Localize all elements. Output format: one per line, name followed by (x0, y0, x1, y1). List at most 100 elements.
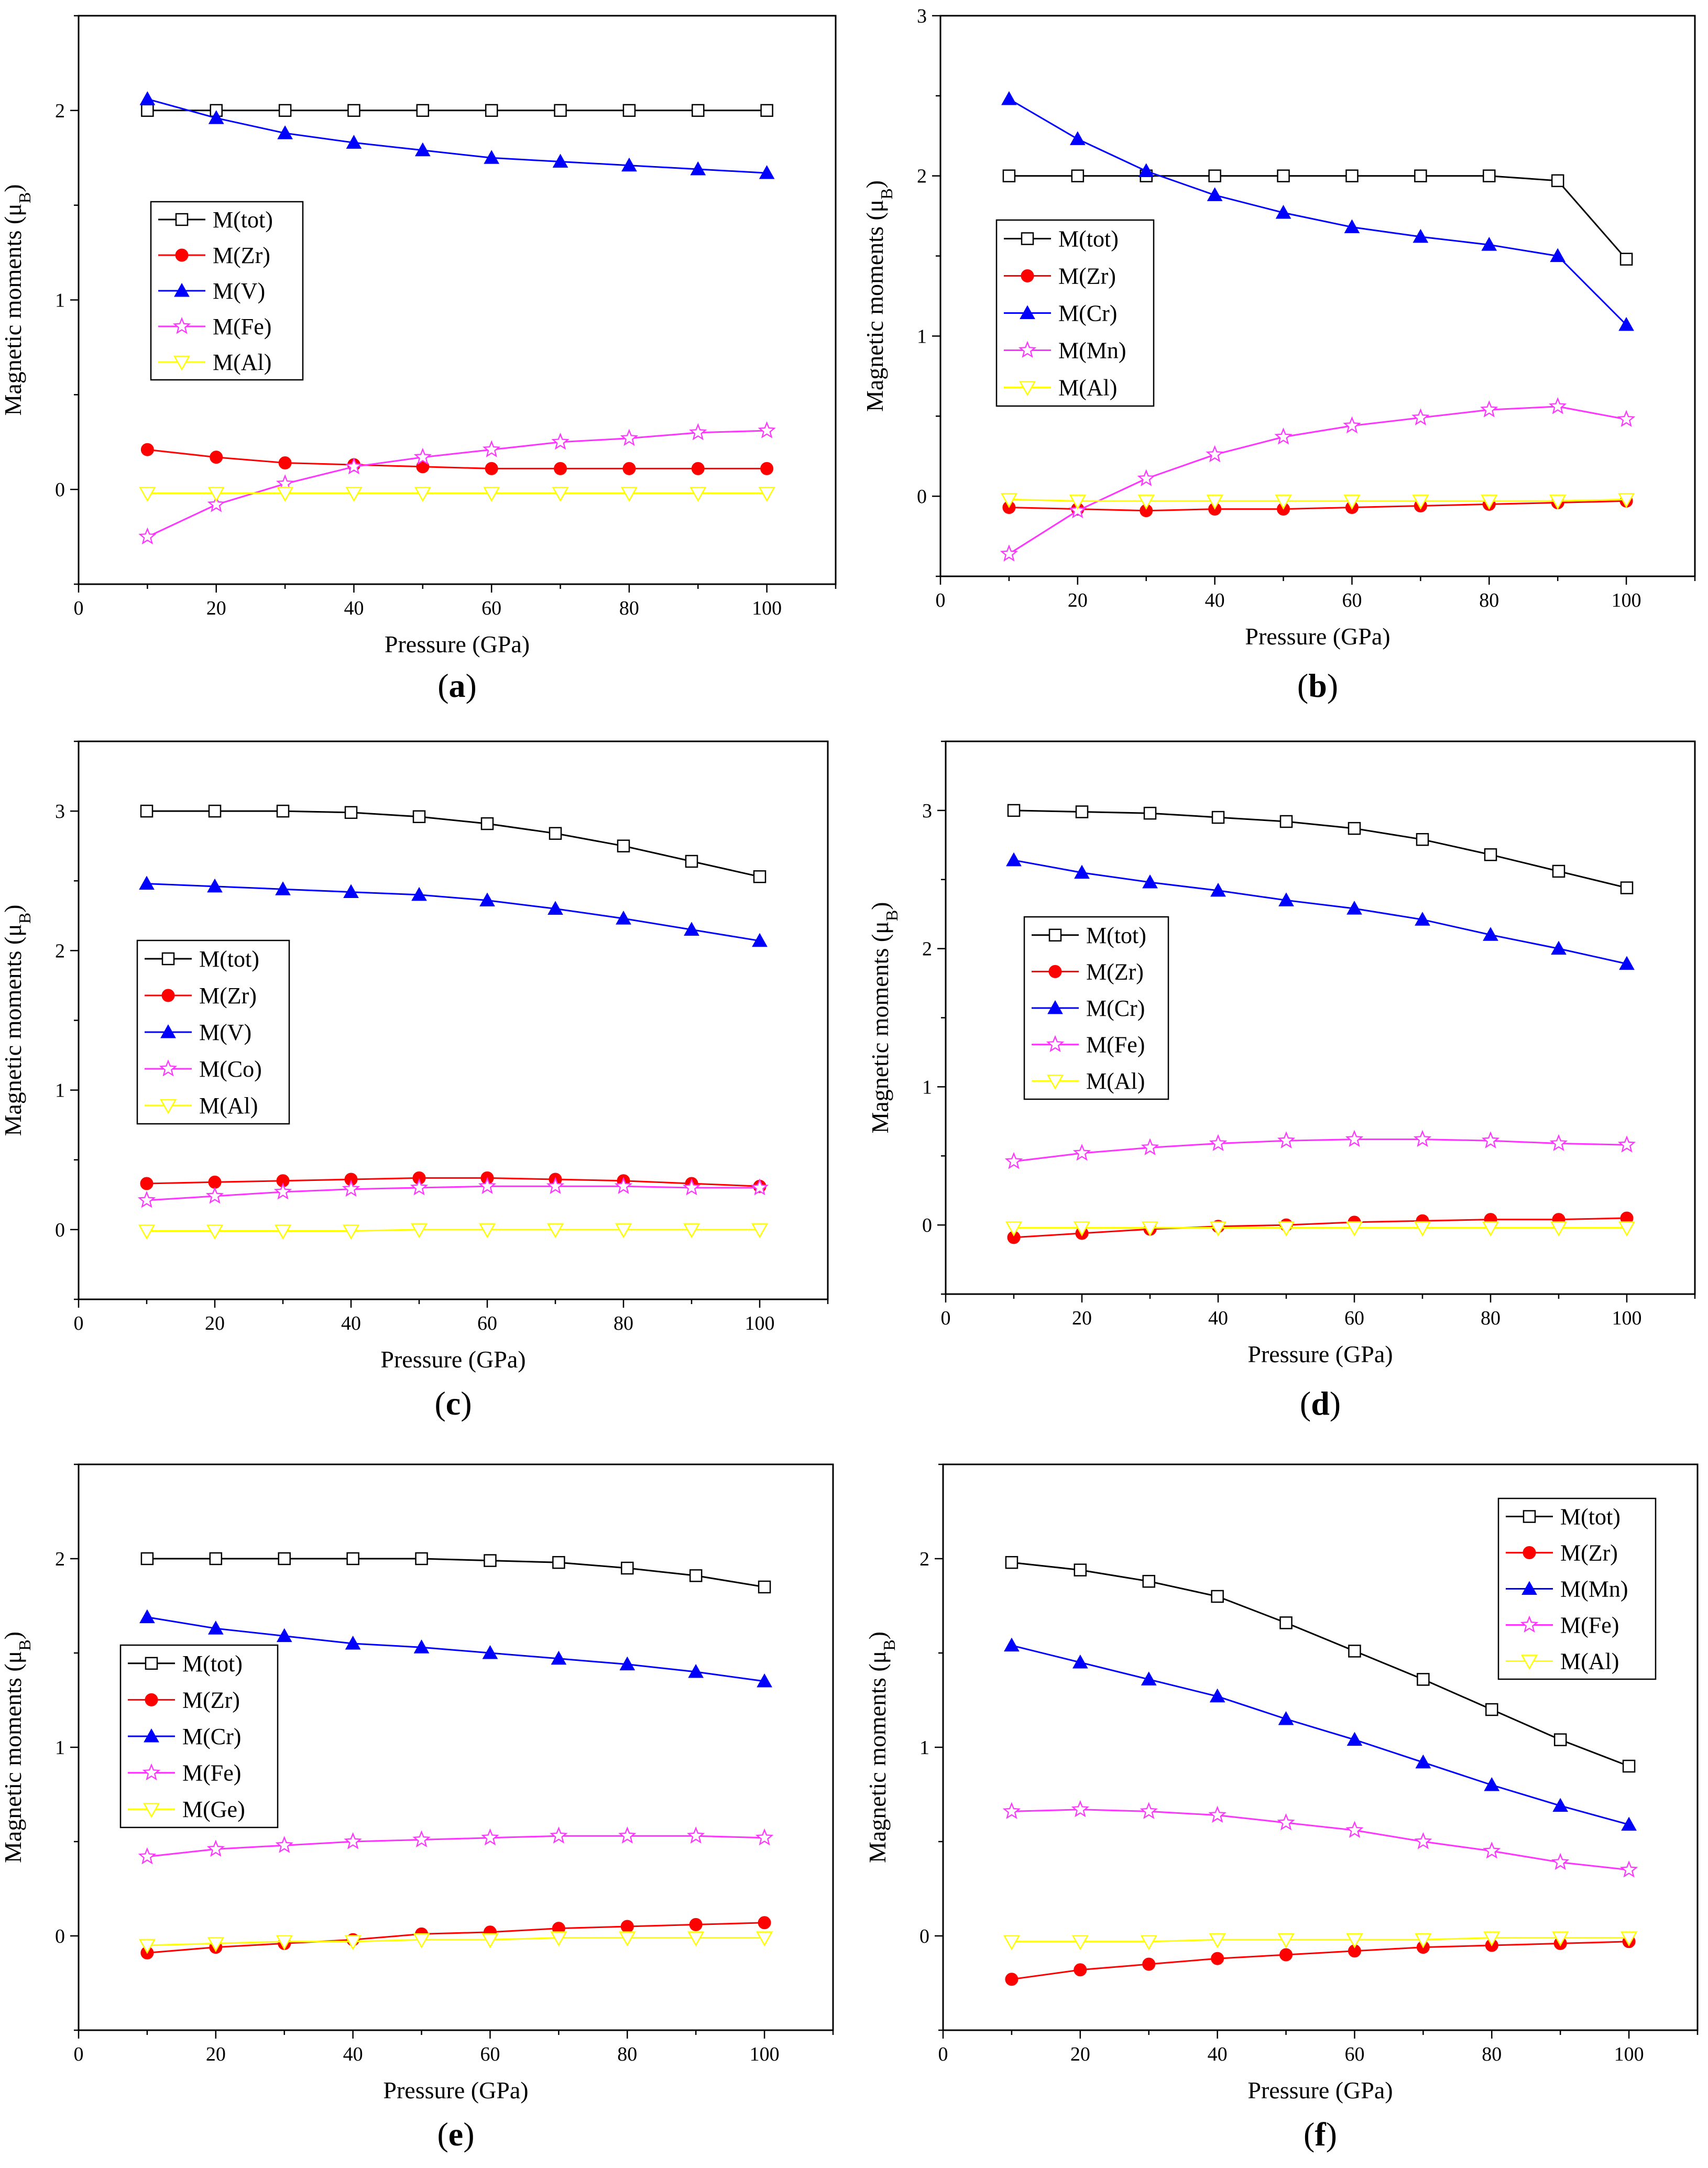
legend: M(tot) M(Zr) M(Cr) M(Mn) M(Al) (995, 219, 1155, 407)
data-point (138, 1847, 157, 1865)
data-point (141, 104, 154, 117)
x-axis-label: Pressure (GPa) (383, 2077, 528, 2104)
data-point (620, 1920, 634, 1933)
legend-label: M(Fe) (213, 314, 271, 340)
data-point (1345, 1821, 1364, 1838)
y-axis-label: Magnetic moments (μB) (0, 904, 34, 1136)
data-point (1074, 1963, 1087, 1977)
legend-label: M(tot) (1560, 1504, 1621, 1530)
data-point (208, 110, 224, 124)
x-tick-label: 80 (614, 1312, 633, 1334)
x-tick-label: 100 (1612, 589, 1641, 611)
data-point (614, 1177, 633, 1194)
x-tick-label: 80 (1482, 2043, 1502, 2065)
data-point (1071, 1935, 1089, 1951)
data-point (1068, 501, 1087, 519)
legend-label: M(V) (199, 1020, 251, 1045)
data-point (689, 1918, 703, 1931)
series-line (1013, 1138, 1627, 1163)
data-point (1413, 1130, 1432, 1147)
data-point (1484, 1777, 1500, 1791)
data-point (137, 1190, 156, 1208)
y-tick-label: 2 (55, 1548, 65, 1570)
y-tick-label: 2 (55, 940, 65, 962)
data-point (1483, 927, 1498, 941)
data-point (484, 150, 500, 164)
data-point (752, 933, 768, 947)
legend-marker (159, 1059, 178, 1077)
legend-label: M(Zr) (1560, 1540, 1618, 1566)
data-point (274, 1224, 292, 1240)
data-point (1211, 811, 1225, 824)
data-point (207, 878, 223, 893)
legend-label: M(tot) (1086, 923, 1146, 948)
data-point (1071, 169, 1085, 182)
data-point (483, 487, 500, 502)
series-M(Zr) (140, 443, 774, 475)
legend-marker (142, 1763, 161, 1781)
legend-marker (159, 1099, 177, 1114)
data-point (550, 1826, 568, 1844)
panel-b: 0 20 40 60 80 100 0 1 2 3 Pressure (GPa) Magnetic m… (861, 5, 1696, 704)
legend-label: M(Al) (1086, 1068, 1145, 1094)
data-point (1552, 1931, 1569, 1947)
x-tick-label: 80 (617, 2043, 637, 2065)
data-point (1277, 1813, 1295, 1831)
data-point (273, 1182, 292, 1200)
data-point (1415, 912, 1430, 926)
series-M(Fe) (1002, 1800, 1638, 1878)
data-point (622, 462, 636, 475)
panel-caption: (b) (1297, 667, 1338, 704)
x-tick-label: 100 (752, 597, 782, 619)
x-tick-label: 40 (344, 597, 364, 619)
data-point (413, 1933, 430, 1948)
legend-label: M(Cr) (1058, 301, 1117, 326)
x-tick-label: 0 (74, 1312, 84, 1334)
data-point (1137, 495, 1155, 510)
data-point (345, 487, 363, 502)
data-point (1004, 1637, 1020, 1652)
data-point (1553, 1733, 1567, 1746)
data-point (1074, 1563, 1087, 1576)
x-tick-label: 20 (205, 1312, 225, 1334)
data-point (276, 1935, 293, 1951)
panel-caption: (c) (434, 1385, 472, 1422)
data-point (1482, 1221, 1499, 1236)
data-point (689, 1569, 703, 1582)
data-point (208, 1175, 222, 1189)
data-point (1413, 228, 1429, 243)
series-M(tot) (1005, 1556, 1636, 1773)
data-point (1006, 852, 1022, 867)
series-M(Zr) (140, 1171, 767, 1193)
data-point (1142, 1574, 1155, 1588)
data-point (1416, 833, 1429, 846)
legend-marker (161, 989, 175, 1002)
x-tick-label: 60 (1344, 1307, 1364, 1329)
data-point (619, 1931, 636, 1947)
series-line (147, 448, 767, 469)
x-tick-label: 0 (74, 2043, 84, 2065)
data-point (1483, 169, 1496, 182)
series-line (1011, 1937, 1629, 1943)
legend: M(tot) M(Zr) M(V) M(Co) M(Al) (136, 939, 290, 1125)
data-point (1346, 1732, 1363, 1746)
data-point (1209, 1933, 1226, 1948)
legend-marker (173, 355, 191, 371)
x-tick-label: 0 (941, 1307, 951, 1329)
data-point (278, 456, 292, 470)
data-point (1005, 1973, 1019, 1986)
data-point (621, 157, 637, 172)
legend-label: M(Al) (1058, 375, 1117, 401)
data-point (1278, 892, 1294, 906)
data-point (138, 1939, 156, 1954)
data-point (620, 487, 638, 502)
data-point (278, 1552, 291, 1565)
series-M(Ge) (138, 1931, 773, 1954)
x-tick-label: 80 (619, 597, 639, 619)
y-axis-label: Magnetic moments (μB) (0, 1632, 34, 1863)
data-point (414, 487, 431, 502)
series-M(tot) (1007, 804, 1634, 894)
data-point (1072, 1654, 1088, 1669)
data-point (1142, 1957, 1156, 1971)
data-point (342, 1179, 360, 1197)
